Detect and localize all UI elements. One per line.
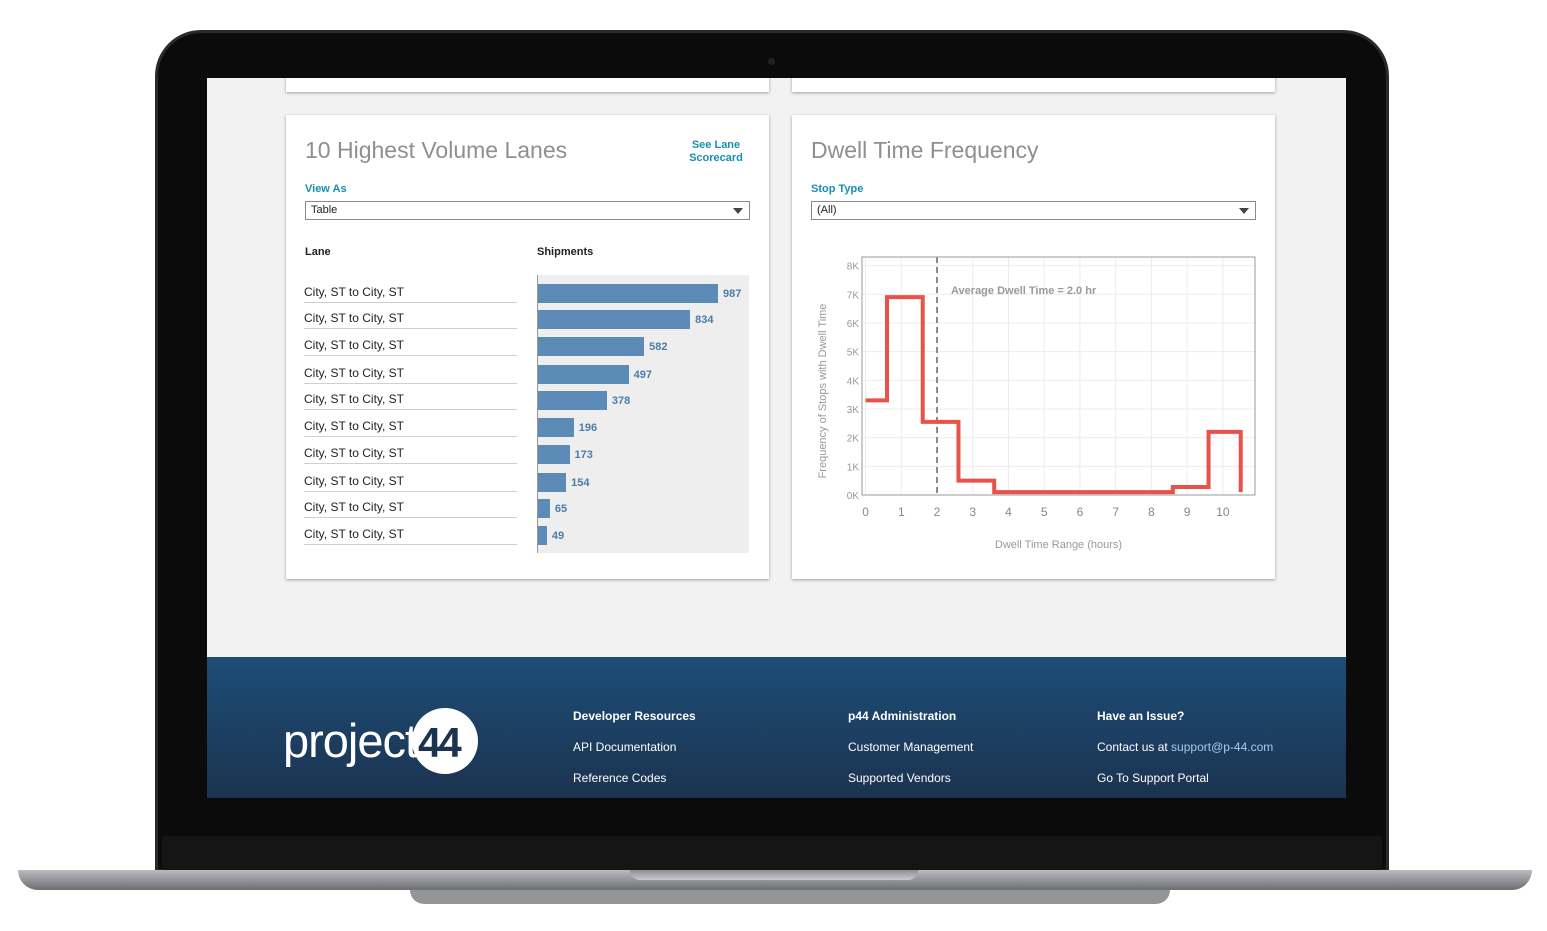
- developer-resources-heading: Developer Resources: [573, 709, 696, 723]
- stop-type-label: Stop Type: [811, 183, 864, 195]
- y-tick-label: 8K: [847, 262, 860, 273]
- lanes-card-title: 10 Highest Volume Lanes: [305, 137, 568, 163]
- logo-number: 44: [418, 719, 462, 766]
- laptop-chin: [162, 836, 1382, 870]
- view-as-value: Table: [311, 204, 338, 216]
- x-tick-label: 0: [862, 505, 869, 519]
- x-tick-label: 9: [1184, 505, 1191, 519]
- dwell-card-title: Dwell Time Frequency: [811, 137, 1039, 163]
- customer-management-link[interactable]: Customer Management: [848, 740, 974, 754]
- shipment-bar: [538, 391, 607, 410]
- lane-row: City, ST to City, ST: [304, 440, 517, 464]
- previous-card-right: [792, 78, 1275, 92]
- shipment-value-label: 582: [649, 341, 668, 353]
- y-tick-label: 2K: [847, 434, 860, 445]
- logo-circle: [412, 708, 478, 774]
- laptop-base-shadow: [410, 890, 1170, 904]
- shipment-value-label: 49: [551, 530, 565, 542]
- shipments-bar-chart: 987 834 582 497 378 196 173 154 65 49: [537, 275, 749, 553]
- x-tick-label: 6: [1077, 505, 1084, 519]
- lane-row: City, ST to City, ST: [304, 386, 517, 410]
- lane-row: City, ST to City, ST: [304, 521, 517, 545]
- laptop-hinge-notch: [630, 870, 918, 880]
- x-tick-label: 2: [934, 505, 941, 519]
- screen: 10 Highest Volume Lanes See Lane Scoreca…: [207, 78, 1346, 798]
- x-tick-label: 3: [969, 505, 976, 519]
- api-documentation-link[interactable]: API Documentation: [573, 740, 677, 754]
- x-tick-label: 8: [1148, 505, 1155, 519]
- shipments-column-header: Shipments: [537, 246, 594, 258]
- support-email-link[interactable]: support@p-44.com: [1171, 740, 1274, 754]
- lanes-card: 10 Highest Volume Lanes See Lane Scoreca…: [286, 115, 769, 579]
- y-tick-label: 7K: [847, 290, 860, 301]
- shipment-bar: [538, 337, 645, 356]
- camera-icon: [768, 58, 775, 65]
- lane-row: City, ST to City, ST: [304, 305, 517, 329]
- shipment-bar: [538, 526, 547, 545]
- y-axis-title: Frequency of Stops with Dwell Time: [817, 304, 829, 479]
- have-an-issue-heading: Have an Issue?: [1097, 709, 1185, 723]
- shipment-value-label: 196: [578, 422, 598, 434]
- see-lane-scorecard-link[interactable]: See Lane Scorecard: [689, 139, 743, 164]
- previous-card-left: [286, 78, 769, 92]
- lane-row: City, ST to City, ST: [304, 279, 517, 303]
- lane-row: City, ST to City, ST: [304, 332, 517, 356]
- shipment-value-label: 378: [611, 395, 631, 407]
- dwell-card: Dwell Time Frequency Stop Type (All) 0 1 2…: [792, 115, 1275, 579]
- supported-vendors-link[interactable]: Supported Vendors: [848, 771, 951, 785]
- plot-border: [861, 256, 1256, 496]
- dwell-time-chart: 0 1 2 3 4 5 6 7 8 9 10 0K 1K 2K 3K 4K 5K 6K 7K 8K Average Dw…: [817, 256, 1256, 551]
- lane-row: City, ST to City, ST: [304, 468, 517, 492]
- shipment-bar: [538, 499, 550, 518]
- x-tick-label: 1: [898, 505, 905, 519]
- chevron-down-icon: [1239, 208, 1249, 214]
- shipment-bar: [538, 310, 691, 329]
- y-tick-label: 4K: [847, 376, 860, 387]
- view-as-label: View As: [305, 183, 347, 195]
- footer: project 44 Developer Resources API Docum…: [207, 657, 1346, 798]
- p44-administration-heading: p44 Administration: [848, 709, 957, 723]
- lane-row: City, ST to City, ST: [304, 360, 517, 384]
- dwell-frequency-series: [865, 295, 1243, 495]
- lane-column-header: Lane: [305, 246, 331, 258]
- y-tick-label: 6K: [847, 319, 860, 330]
- laptop-base: [18, 870, 1532, 890]
- lane-row: City, ST to City, ST: [304, 413, 517, 437]
- shipment-value-label: 497: [633, 369, 652, 381]
- y-tick-label: 3K: [847, 405, 860, 416]
- shipment-value-label: 834: [695, 314, 714, 326]
- shipment-value-label: 987: [723, 288, 742, 300]
- stop-type-select[interactable]: (All): [811, 201, 1256, 220]
- view-as-select[interactable]: Table: [305, 201, 750, 220]
- average-dwell-label: Average Dwell Time = 2.0 hr: [951, 285, 1097, 297]
- shipment-bar: [538, 284, 718, 303]
- shipment-bar: [538, 473, 567, 492]
- x-tick-label: 5: [1041, 505, 1048, 519]
- y-tick-label: 0K: [847, 491, 860, 502]
- x-axis-title: Dwell Time Range (hours): [995, 539, 1122, 551]
- shipment-value-label: 65: [554, 503, 568, 515]
- support-portal-link[interactable]: Go To Support Portal: [1097, 771, 1209, 785]
- y-tick-label: 1K: [847, 462, 860, 473]
- reference-codes-link[interactable]: Reference Codes: [573, 771, 667, 785]
- stop-type-value: (All): [817, 204, 837, 216]
- contact-line: Contact us at support@p-44.com: [1097, 740, 1273, 754]
- x-tick-label: 7: [1112, 505, 1119, 519]
- shipment-bar: [538, 365, 629, 384]
- lane-row: City, ST to City, ST: [304, 494, 517, 518]
- chevron-down-icon: [733, 208, 743, 214]
- logo-wordmark: project: [283, 714, 418, 767]
- shipment-value-label: 173: [574, 449, 593, 461]
- x-tick-label: 10: [1216, 505, 1230, 519]
- shipment-bar: [538, 418, 574, 437]
- y-tick-label: 5K: [847, 348, 860, 359]
- shipment-value-label: 154: [571, 477, 590, 489]
- contact-prefix: Contact us at: [1097, 740, 1172, 754]
- shipment-bar: [538, 445, 570, 464]
- x-tick-label: 4: [1005, 505, 1012, 519]
